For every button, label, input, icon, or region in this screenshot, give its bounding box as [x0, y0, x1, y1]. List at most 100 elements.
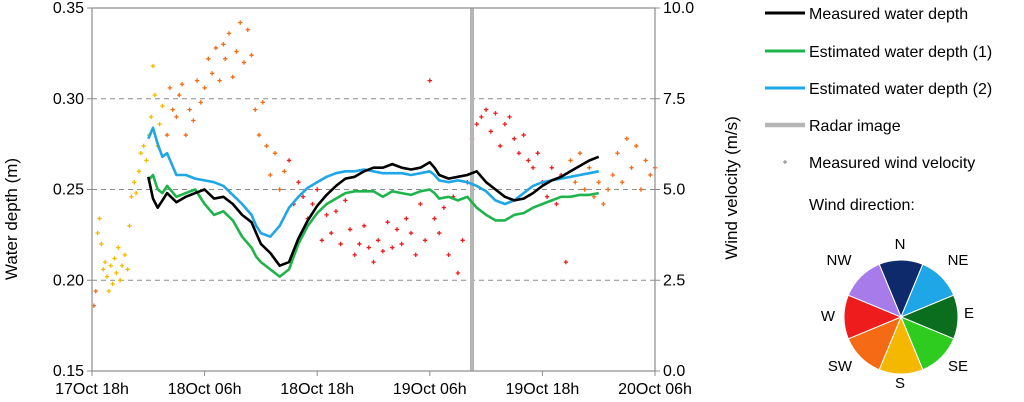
wind-point [226, 31, 232, 36]
wind-point [648, 172, 653, 178]
wind-point [286, 158, 292, 163]
wind-point [187, 107, 192, 112]
wind-point [601, 201, 606, 207]
wind-point [238, 20, 243, 25]
wind-point [408, 230, 414, 236]
wind-point [95, 230, 100, 236]
compass-label-e: E [964, 305, 974, 322]
legend-label: Estimated water depth (2) [809, 81, 992, 98]
y-left-tick-label: 0.30 [53, 91, 84, 108]
wind-point [549, 165, 554, 170]
wind-point [512, 136, 517, 141]
wind-point [217, 78, 222, 83]
y-axis-left-label: Water depth (m) [2, 158, 21, 280]
wind-point [573, 180, 578, 185]
wind-point [577, 151, 583, 156]
wind-point [535, 151, 540, 156]
legend-label: Measured wind velocity [809, 155, 975, 172]
wind-point [114, 270, 119, 276]
wind-point [170, 107, 175, 112]
compass-label-se: SE [948, 358, 968, 375]
wind-point [488, 129, 493, 134]
y-right-tick-label: 2.5 [663, 272, 685, 289]
legend-label: Radar image [809, 118, 901, 135]
axis-ticks: 0.15 0.20 0.25 0.30 0.35 0.0 2.5 5.0 7.5 10.0 17Oc… [53, 0, 694, 398]
wind-point [624, 136, 630, 141]
wind-point [338, 241, 343, 247]
wind-point [394, 227, 400, 232]
wind-point [441, 205, 447, 210]
wind-point [127, 223, 132, 228]
wind-point [404, 216, 409, 221]
wind-point [223, 56, 228, 62]
wind-point [634, 143, 639, 149]
wind-point [141, 143, 146, 149]
wind-point [198, 100, 204, 105]
wind-point [167, 85, 173, 91]
y-axis-right-label: Wind velocity (m/s) [722, 116, 741, 260]
wind-point [413, 252, 418, 258]
wind-point [530, 165, 536, 170]
compass-label-w: W [821, 308, 836, 325]
wind-point [221, 42, 226, 47]
measured-water-depth-line [147, 155, 600, 268]
x-tick-label: 20Oct 06h [618, 381, 692, 398]
wind-point [329, 230, 334, 236]
wind-point [343, 198, 348, 203]
grid-lines [92, 98, 655, 281]
wind-point [422, 238, 428, 243]
wind-point [206, 56, 211, 62]
wind-point [432, 216, 437, 221]
wind-point [629, 165, 634, 170]
wind-point [209, 71, 215, 76]
wind-point [241, 60, 247, 65]
wind-point [272, 151, 278, 156]
wind-point [315, 187, 320, 192]
wind-point [277, 187, 282, 192]
wind-point [399, 241, 404, 247]
x-tick-label: 19Oct 06h [393, 381, 467, 398]
wind-point [619, 180, 625, 185]
wind-point [104, 274, 110, 279]
wind-point [160, 103, 165, 109]
y-left-tick-label: 0.20 [53, 272, 84, 289]
wind-point [213, 45, 219, 51]
wind-point [319, 238, 325, 243]
wind-point [587, 165, 592, 170]
wind-point [174, 114, 179, 120]
compass-label-sw: SW [828, 358, 853, 375]
wind-point [296, 180, 301, 185]
wind-point [234, 49, 239, 54]
wind-point [230, 74, 235, 80]
wind-point [361, 223, 367, 228]
y-left-tick-label: 0.35 [53, 0, 84, 17]
wind-point [249, 52, 254, 58]
wind-point [245, 27, 250, 32]
wind-point [119, 263, 125, 268]
wind-point [97, 216, 102, 221]
wind-point [144, 158, 149, 163]
wind-point [202, 85, 207, 91]
wind-point [643, 158, 648, 163]
x-tick-label: 18Oct 18h [280, 381, 354, 398]
wind-point [117, 278, 123, 283]
wind-point [390, 245, 395, 250]
wind-point [357, 241, 362, 247]
wind-point [99, 241, 104, 247]
wind-point [479, 114, 484, 120]
wind-point [347, 227, 353, 232]
wind-point [179, 82, 185, 87]
estimated-water-depth-1-line [147, 173, 599, 278]
wind-point [615, 151, 620, 156]
wind-point [129, 194, 134, 199]
wind-point [638, 187, 644, 192]
wind-point [427, 78, 432, 83]
wind-point [610, 172, 615, 178]
x-tick-label: 19Oct 18h [505, 381, 579, 398]
wind-point [108, 263, 113, 268]
wind-point [582, 187, 587, 192]
wind-point [385, 219, 390, 225]
wind-velocity-points [91, 20, 658, 308]
wind-point [375, 238, 381, 243]
